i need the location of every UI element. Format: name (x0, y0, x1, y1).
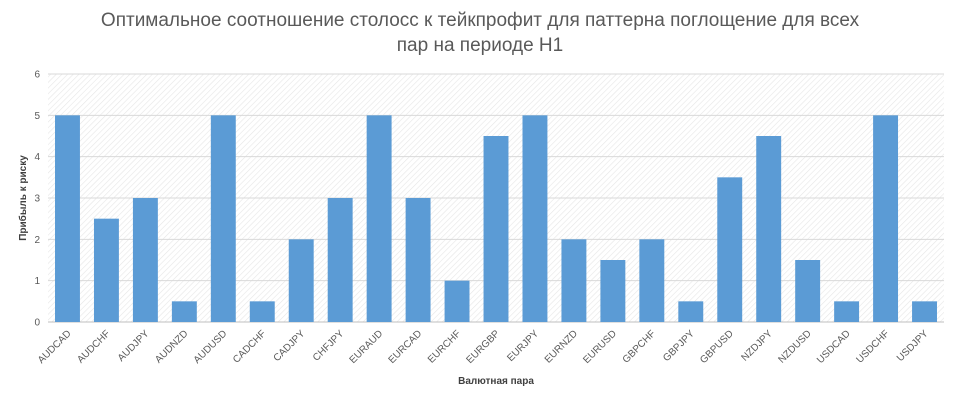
x-tick-label: NZDUSD (777, 328, 814, 365)
y-tick-label: 6 (34, 70, 40, 81)
bar-nzdusd (795, 260, 821, 322)
bar-cadjpy (288, 239, 314, 322)
x-tick-label: AUDCHF (75, 328, 112, 365)
bar-eurchf (444, 280, 470, 322)
bar-eurnzd (561, 239, 587, 322)
x-tick-label: EURCHF (426, 328, 463, 365)
x-tick-label: AUDNZD (153, 328, 190, 365)
bar-eurusd (600, 260, 626, 322)
y-tick-label: 5 (34, 111, 40, 122)
x-tick-label: NZDJPY (740, 328, 776, 364)
y-axis-title: Прибыль к риску (17, 155, 29, 241)
x-tick-label: EURUSD (581, 328, 619, 366)
x-axis-ticks: AUDCAD AUDCHF AUDJPY AUDNZD AUDUSD CADCHF CADJ… (36, 328, 931, 366)
x-tick-label: USDJPY (895, 328, 931, 364)
x-tick-label: CADCHF (231, 328, 268, 365)
x-tick-label: GBPJPY (661, 328, 697, 364)
x-tick-label: USDCHF (854, 328, 891, 365)
x-tick-label: GBPCHF (621, 328, 658, 365)
y-tick-label: 0 (34, 318, 40, 329)
x-tick-label: AUDJPY (116, 328, 152, 364)
y-axis-ticks: 0 1 2 3 4 5 6 (34, 70, 40, 329)
bar-usdcad (834, 301, 860, 322)
bar-cadchf (249, 301, 275, 322)
x-tick-label: USDCAD (815, 328, 853, 366)
y-tick-label: 2 (34, 235, 40, 246)
bar-audusd (210, 115, 236, 322)
x-tick-label: AUDCAD (36, 328, 74, 366)
bar-gbpchf (639, 239, 665, 322)
x-tick-label: EURAUD (348, 328, 386, 366)
bar-usdjpy (912, 301, 937, 322)
y-tick-label: 4 (34, 152, 40, 163)
x-tick-label: EURCAD (387, 328, 425, 366)
bar-euraud (366, 115, 392, 322)
x-tick-label: CADJPY (272, 328, 308, 364)
bar-audcad (55, 115, 80, 322)
x-tick-label: EURGBP (464, 328, 502, 366)
x-axis-title: Валютная пара (458, 376, 534, 387)
x-tick-label: EURNZD (543, 328, 580, 365)
bar-eurcad (405, 198, 431, 322)
bar-audnzd (171, 301, 197, 322)
bar-audchf (93, 218, 119, 322)
y-tick-label: 3 (34, 194, 40, 205)
bar-gbpjpy (678, 301, 704, 322)
bar-eurgbp (483, 136, 509, 322)
bar-audjpy (132, 198, 158, 322)
chart-title: Оптимальное соотношение столосс к тейкпр… (80, 8, 880, 58)
bar-gbpusd (717, 177, 743, 322)
bars (55, 115, 937, 322)
x-tick-label: EURJPY (505, 328, 541, 364)
bar-nzdjpy (756, 136, 782, 322)
y-tick-label: 1 (34, 276, 40, 287)
bar-usdchf (873, 115, 899, 322)
bar-eurjpy (522, 115, 548, 322)
chart-title-line-2: пар на периоде Н1 (396, 35, 564, 56)
x-tick-label: GBPUSD (698, 328, 736, 366)
x-tick-label: AUDUSD (192, 328, 230, 366)
bar-chfjpy (327, 198, 353, 322)
chart-title-line-1: Оптимальное соотношение столосс к тейкпр… (100, 10, 860, 31)
x-tick-label: CHFJPY (311, 328, 347, 364)
